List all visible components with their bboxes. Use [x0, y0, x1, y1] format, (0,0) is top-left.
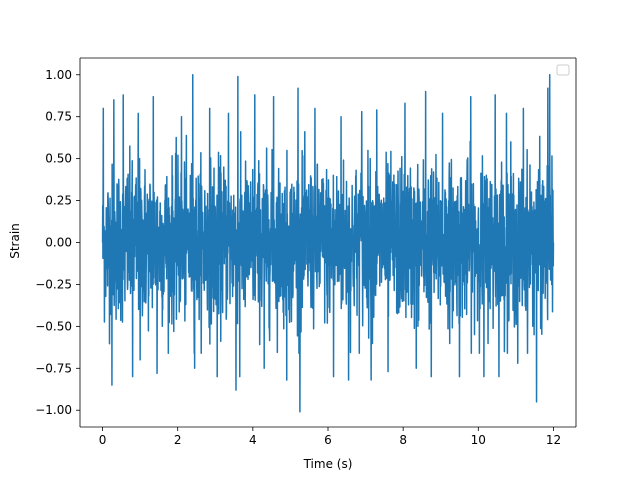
y-tick-label: 0.50	[45, 152, 72, 166]
ticks-layer: 0 2 4 6 8 10 12 −1.00 −0.75 −0.50 −0.25 0.00 0.25 0.5…	[35, 68, 561, 447]
y-axis-label: Strain	[8, 223, 22, 259]
x-tick-label: 12	[546, 433, 561, 447]
y-tick-label: 0.75	[45, 110, 72, 124]
x-tick-label: 0	[99, 433, 107, 447]
legend-box	[556, 64, 570, 76]
x-tick-label: 8	[399, 433, 407, 447]
series-line-0	[101, 74, 555, 413]
series-layer	[101, 74, 555, 413]
x-axis-label: Time (s)	[303, 457, 353, 471]
y-tick-label: −1.00	[35, 403, 72, 417]
x-tick-label: 2	[174, 433, 182, 447]
y-tick-label: 0.25	[45, 194, 72, 208]
y-tick-label: 1.00	[45, 68, 72, 82]
y-tick-label: 0.00	[45, 236, 72, 250]
legend	[556, 64, 570, 76]
x-tick-label: 6	[324, 433, 332, 447]
x-tick-label: 10	[471, 433, 486, 447]
x-tick-label: 4	[249, 433, 257, 447]
y-tick-label: −0.50	[35, 319, 72, 333]
y-tick-label: −0.75	[35, 361, 72, 375]
y-tick-label: −0.25	[35, 277, 72, 291]
